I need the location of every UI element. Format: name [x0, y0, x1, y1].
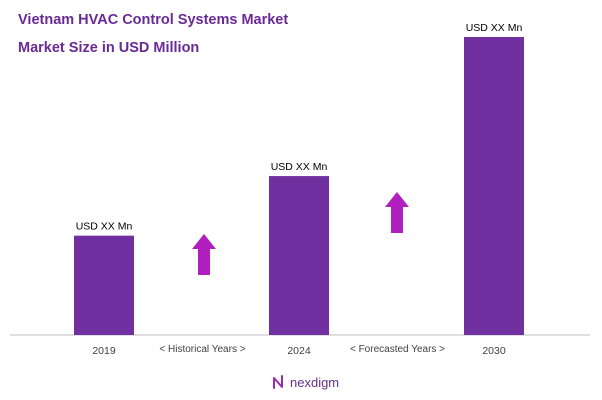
bar-2019: [74, 235, 134, 335]
chart-subtitle: Market Size in USD Million: [18, 40, 200, 56]
bar-2030: [464, 37, 524, 335]
data-label-2019: USD XX Mn: [76, 221, 133, 233]
data-label-2030: USD XX Mn: [466, 22, 523, 34]
chart-title: Vietnam HVAC Control Systems Market: [18, 12, 289, 28]
data-label-2024: USD XX Mn: [271, 161, 328, 173]
period-label-historical: < Historical Years >: [159, 344, 245, 355]
x-tick-2030: 2030: [482, 345, 506, 357]
x-tick-2019: 2019: [92, 345, 116, 357]
growth-arrow-up-icon: [385, 192, 409, 233]
brand-logo: nexdigm: [272, 374, 339, 390]
growth-arrow-up-icon: [192, 234, 216, 275]
x-tick-2024: 2024: [287, 345, 311, 357]
bar-2024: [269, 176, 329, 335]
nexdigm-logo-icon: [273, 375, 283, 389]
brand-name: nexdigm: [290, 374, 340, 390]
period-label-forecasted: < Forecasted Years >: [350, 344, 445, 355]
